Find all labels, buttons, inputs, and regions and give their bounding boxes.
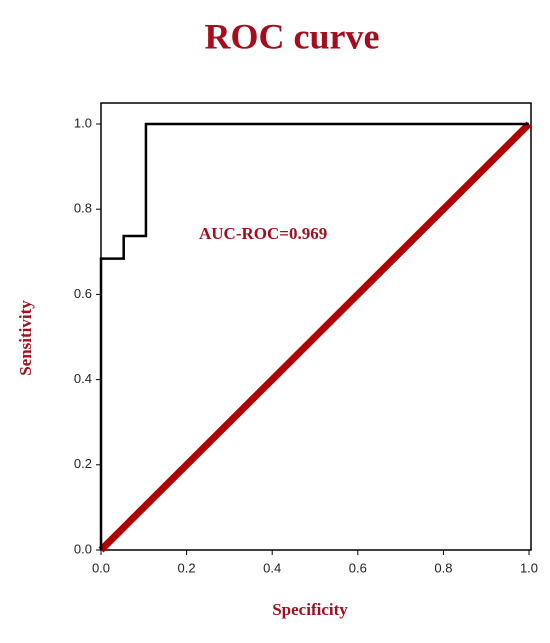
x-tick-label: 1.0 [520,560,538,575]
line [98,121,532,553]
x-tick-label: 0.2 [178,560,196,575]
chart-title: ROC curve [205,16,380,56]
annotation: AUC-ROC=0.969 [199,224,327,243]
y-tick-label: 0.6 [74,286,92,301]
x-tick-label: 0.8 [434,560,452,575]
x-axis-label: Specificity [272,600,348,619]
y-tick-label: 0.4 [74,371,92,386]
y-tick-label: 1.0 [74,115,92,130]
x-tick-label: 0.4 [263,560,281,575]
y-tick-label: 0.0 [74,541,92,556]
line [99,122,529,550]
y-tick-label: 0.2 [74,456,92,471]
y-tick-label: 0.8 [74,201,92,216]
x-tick-label: 0.0 [92,560,110,575]
y-axis-label: Sensitivity [16,300,35,376]
x-tick-label: 0.6 [349,560,367,575]
